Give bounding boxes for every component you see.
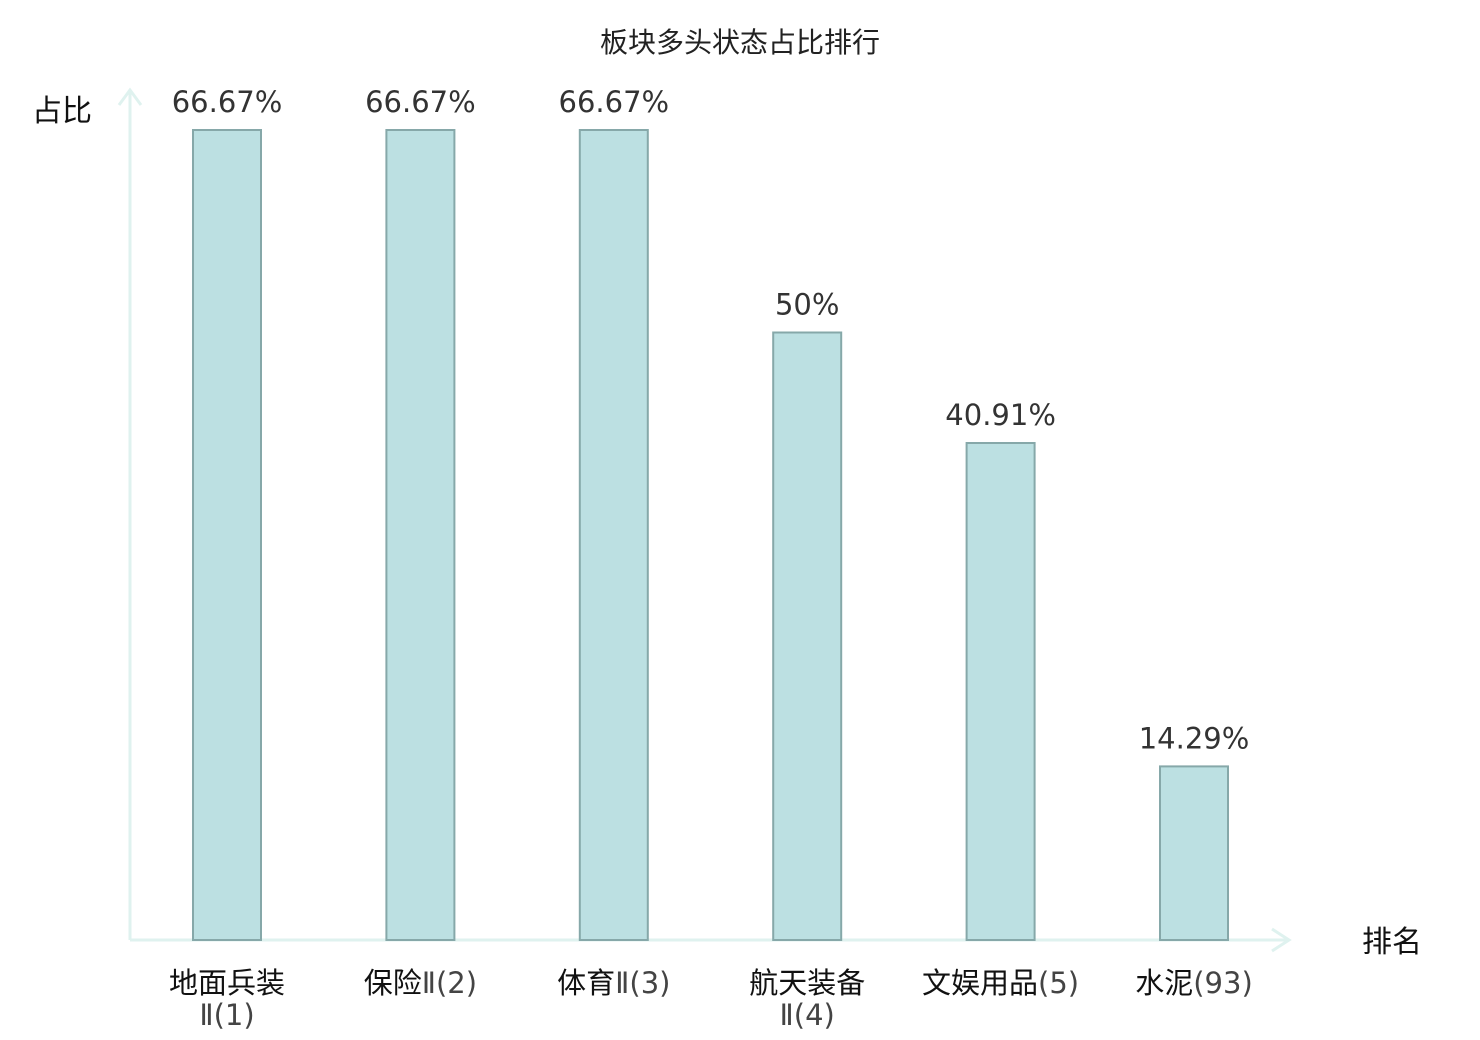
bar-value-label: 40.91% [945, 398, 1056, 432]
bar [578, 129, 649, 941]
category-label: 文娱用品(5) [922, 966, 1079, 1000]
bar-value-label: 66.67% [365, 85, 476, 119]
axes [117, 87, 1292, 953]
chart-title: 板块多头状态占比排行 [600, 26, 880, 59]
x-axis-arrow [1271, 927, 1292, 953]
category-label: Ⅱ(1) [199, 998, 254, 1032]
x-axis-label: 排名 [1362, 925, 1422, 960]
category-label: Ⅱ(4) [780, 998, 835, 1032]
bar [772, 331, 843, 941]
bar-value-label: 50% [775, 288, 839, 322]
bar [1159, 765, 1229, 942]
category-label: 航天装备 [749, 966, 865, 1000]
bar [965, 442, 1036, 941]
category-label: 水泥(93) [1135, 966, 1253, 1000]
category-label: 体育Ⅱ(3) [557, 966, 670, 1000]
category-label: 地面兵装 [169, 966, 285, 1000]
bar [192, 129, 262, 941]
y-axis-arrow [117, 87, 143, 106]
bar [385, 129, 456, 941]
y-axis-label: 占比 [32, 94, 92, 129]
bar-value-label: 66.67% [172, 85, 283, 119]
value-labels: 66.67% 66.67% 66.67% 50% 40.91% 14.29% [172, 85, 1250, 755]
bar-value-label: 14.29% [1139, 721, 1250, 755]
category-label: 保险Ⅱ(2) [364, 966, 477, 1000]
bar-value-label: 66.67% [559, 85, 670, 119]
bars [192, 129, 1229, 942]
